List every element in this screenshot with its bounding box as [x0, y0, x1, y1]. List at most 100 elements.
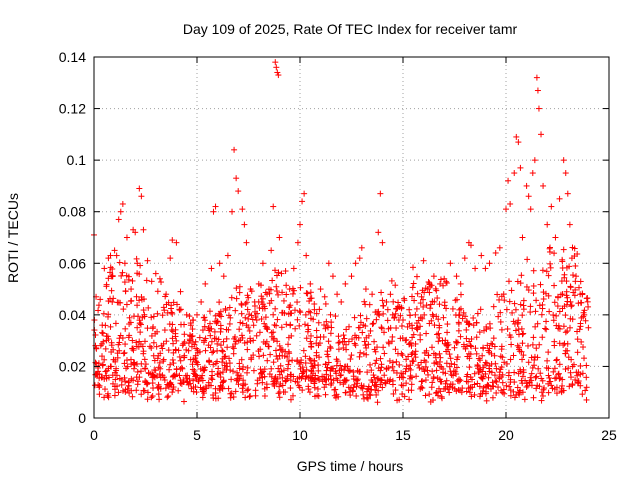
- data-point: [572, 376, 579, 383]
- data-point: [258, 369, 265, 376]
- data-point: [409, 349, 416, 356]
- data-point: [124, 357, 131, 364]
- data-point: [582, 317, 589, 324]
- data-point: [563, 288, 570, 295]
- data-point: [453, 364, 460, 371]
- data-point: [446, 363, 453, 370]
- data-point: [480, 364, 487, 371]
- data-point: [107, 269, 114, 276]
- data-point: [455, 319, 462, 326]
- data-point: [506, 383, 513, 390]
- data-point: [200, 367, 207, 374]
- data-point: [209, 349, 216, 356]
- data-point: [169, 356, 176, 363]
- data-point: [126, 332, 133, 339]
- data-point: [389, 381, 396, 388]
- data-point: [177, 321, 184, 328]
- data-point: [475, 363, 482, 370]
- data-point: [420, 366, 427, 373]
- data-point: [497, 309, 504, 316]
- data-point: [551, 342, 558, 349]
- data-point: [138, 391, 145, 398]
- data-point: [545, 389, 552, 396]
- data-point: [479, 352, 486, 359]
- data-point: [211, 335, 218, 342]
- data-point: [122, 378, 129, 385]
- data-point: [347, 384, 354, 391]
- data-point: [173, 337, 180, 344]
- data-point: [535, 365, 542, 372]
- data-point: [519, 373, 526, 380]
- data-point: [421, 289, 428, 296]
- data-point: [393, 325, 400, 332]
- data-point: [322, 391, 329, 398]
- data-point: [354, 376, 361, 383]
- data-point: [194, 361, 201, 368]
- data-point: [567, 324, 574, 331]
- data-point: [270, 311, 277, 318]
- data-point: [292, 307, 299, 314]
- data-point: [352, 342, 359, 349]
- data-point: [228, 376, 235, 383]
- data-point: [111, 392, 118, 399]
- data-point: [210, 348, 217, 355]
- data-point: [155, 352, 162, 359]
- data-point: [442, 380, 449, 387]
- data-point: [315, 319, 322, 326]
- data-point: [444, 329, 451, 336]
- data-point: [467, 351, 474, 358]
- data-point: [423, 330, 430, 337]
- data-point: [101, 356, 108, 363]
- data-point: [582, 387, 589, 394]
- data-point: [530, 394, 537, 401]
- data-point: [417, 300, 424, 307]
- data-point: [108, 339, 115, 346]
- data-point: [569, 244, 576, 251]
- data-point: [331, 392, 338, 399]
- data-point: [500, 386, 507, 393]
- data-point: [550, 368, 557, 375]
- data-point: [148, 394, 155, 401]
- data-point: [432, 285, 439, 292]
- data-point: [126, 390, 133, 397]
- data-point: [400, 374, 407, 381]
- data-point: [199, 327, 206, 334]
- data-point: [493, 389, 500, 396]
- data-point: [140, 307, 147, 314]
- data-point: [561, 274, 568, 281]
- data-point: [539, 301, 546, 308]
- data-point: [95, 307, 102, 314]
- data-point: [384, 377, 391, 384]
- data-point: [138, 360, 145, 367]
- data-point: [460, 341, 467, 348]
- data-point: [208, 325, 215, 332]
- data-point: [516, 388, 523, 395]
- data-point: [348, 352, 355, 359]
- data-point: [285, 357, 292, 364]
- data-point: [279, 309, 286, 316]
- data-point: [103, 281, 110, 288]
- data-point: [217, 328, 224, 335]
- data-point: [416, 364, 423, 371]
- data-point: [297, 309, 304, 316]
- data-point: [287, 310, 294, 317]
- data-point: [246, 311, 253, 318]
- data-point: [157, 365, 164, 372]
- data-point: [129, 345, 136, 352]
- data-point: [417, 385, 424, 392]
- data-point: [443, 280, 450, 287]
- data-point: [280, 388, 287, 395]
- data-point: [473, 334, 480, 341]
- data-point: [141, 356, 148, 363]
- data-point: [498, 326, 505, 333]
- data-point: [423, 302, 430, 309]
- data-point: [432, 351, 439, 358]
- data-point: [244, 364, 251, 371]
- data-point: [306, 355, 313, 362]
- data-point: [236, 326, 243, 333]
- data-point: [443, 305, 450, 312]
- data-point: [238, 356, 245, 363]
- data-point: [96, 391, 103, 398]
- data-point: [453, 338, 460, 345]
- data-point: [253, 317, 260, 324]
